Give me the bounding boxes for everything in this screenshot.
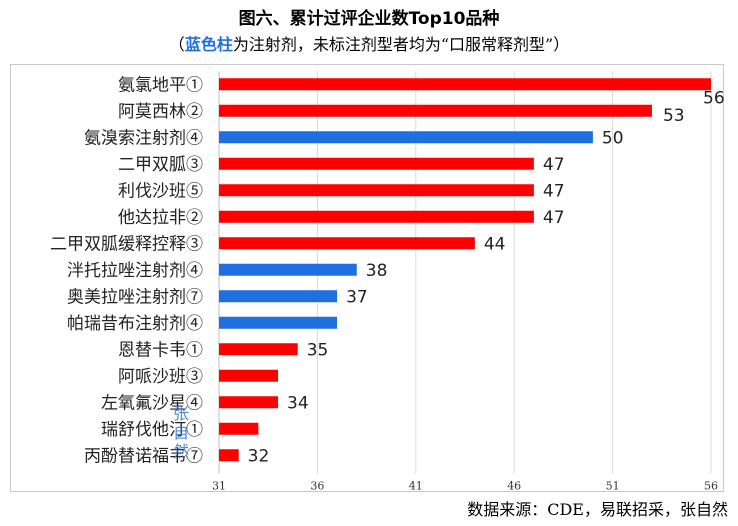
- data-label: 53: [663, 106, 685, 126]
- x-tick-label: 36: [310, 480, 324, 493]
- x-tick-label: 51: [606, 480, 620, 493]
- bar: [219, 343, 298, 356]
- category-label: 阿莫西林②: [118, 102, 203, 122]
- bar: [219, 263, 357, 276]
- bar: [219, 422, 259, 435]
- bar: [219, 396, 279, 409]
- category-label: 左氧氟沙星④: [101, 393, 203, 413]
- category-label: 氨氯地平①: [118, 75, 203, 95]
- chart-title: 图六、累计过评企业数Top10品种: [238, 9, 500, 29]
- subtitle-rest: 为注射剂，未标注剂型者均为“口服常释剂型”）: [232, 35, 570, 54]
- data-label: 44: [484, 234, 506, 254]
- data-label: 50: [602, 128, 624, 148]
- bar: [219, 210, 534, 223]
- bar: [219, 237, 475, 250]
- data-label: 38: [366, 261, 388, 281]
- bar: [219, 157, 534, 170]
- data-label: 47: [543, 208, 565, 228]
- bar: [219, 184, 534, 197]
- category-label: 阿哌沙班③: [118, 367, 203, 387]
- data-label: 47: [543, 155, 565, 175]
- data-label: 35: [307, 340, 329, 360]
- category-label: 利伐沙班⑤: [118, 181, 203, 201]
- subtitle-highlight: 蓝色柱: [184, 35, 233, 54]
- watermark-text: 张自然: [173, 404, 190, 461]
- category-label: 二甲双胍缓释控释③: [50, 234, 203, 254]
- data-label: 37: [346, 287, 368, 307]
- x-tick-label: 31: [212, 480, 226, 493]
- data-label: 32: [248, 446, 270, 466]
- bar: [219, 316, 338, 329]
- x-tick-label: 56: [704, 480, 718, 493]
- category-label: 氨溴索注射剂④: [84, 128, 203, 148]
- source-note: 数据来源：CDE，易联招采，张自然: [467, 500, 728, 519]
- chart-frame: [10, 64, 724, 492]
- x-tick-label: 46: [507, 480, 521, 493]
- category-label: 恩替卡韦①: [118, 340, 203, 360]
- data-label: 56: [703, 88, 725, 108]
- bar: [219, 449, 239, 462]
- bar: [219, 104, 652, 117]
- bar: [219, 78, 711, 91]
- bar: [219, 290, 338, 303]
- category-label: 丙酚替诺福韦⑦: [84, 446, 203, 466]
- category-label: 帕瑞昔布注射剂④: [67, 314, 203, 334]
- data-label: 34: [287, 393, 309, 413]
- subtitle-prefix: （: [168, 35, 185, 54]
- category-label: 泮托拉唑注射剂④: [67, 261, 203, 281]
- bar: [219, 369, 279, 382]
- data-label: 47: [543, 181, 565, 201]
- x-tick-label: 41: [409, 480, 423, 493]
- category-label: 他达拉非②: [118, 208, 203, 228]
- chart-subtitle: （蓝色柱为注射剂，未标注剂型者均为“口服常释剂型”）: [0, 31, 738, 55]
- category-label: 瑞舒伐他汀①: [101, 420, 203, 440]
- category-label: 二甲双胍③: [118, 155, 203, 175]
- category-label: 奥美拉唑注射剂⑦: [67, 287, 203, 307]
- bar: [219, 131, 593, 144]
